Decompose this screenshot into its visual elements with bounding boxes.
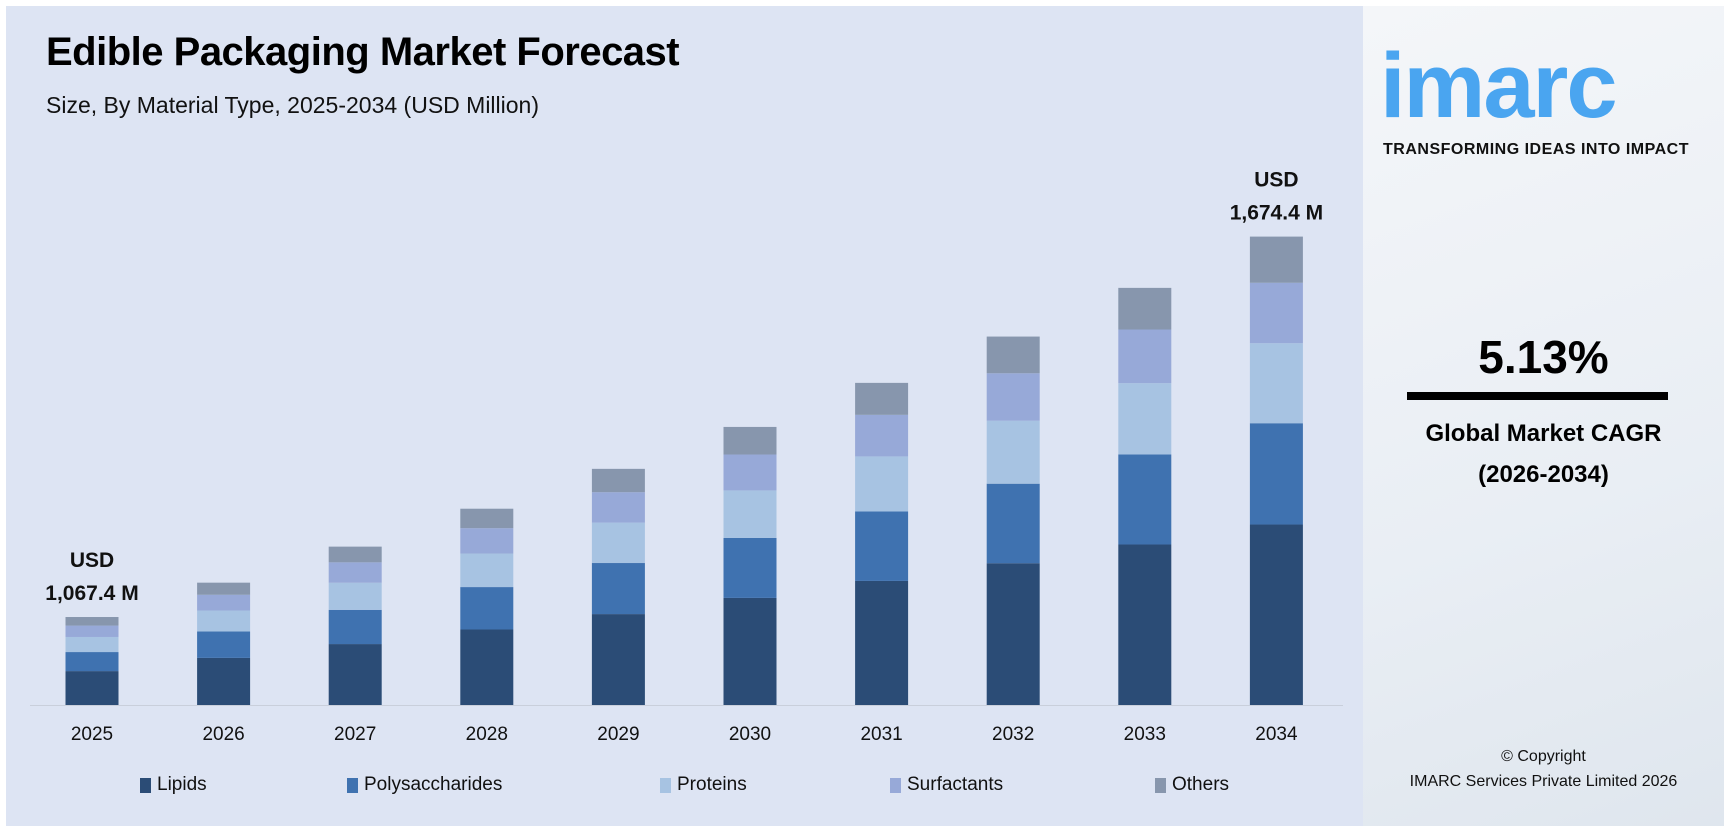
- bar-segment-lipids-2028: [460, 629, 514, 705]
- bar-segment-surfactants-2029: [591, 492, 645, 523]
- chart-subtitle: Size, By Material Type, 2025-2034 (USD M…: [46, 92, 540, 118]
- bar-segment-lipids-2025: [65, 671, 119, 705]
- bar-segment-others-2032: [986, 336, 1040, 374]
- bar-segment-proteins-2030: [723, 490, 777, 538]
- brand-tagline: TRANSFORMING IDEAS INTO IMPACT: [1383, 141, 1689, 158]
- bar-segment-surfactants-2025: [65, 625, 119, 637]
- bar-segment-others-2029: [591, 468, 645, 493]
- bar-segment-proteins-2032: [986, 420, 1040, 484]
- bar-segment-others-2030: [723, 426, 777, 455]
- bar-segment-proteins-2028: [460, 553, 514, 588]
- x-tick-label: 2026: [202, 724, 244, 745]
- x-tick-label: 2025: [71, 724, 113, 745]
- chart-title: Edible Packaging Market Forecast: [46, 30, 680, 74]
- bar-segment-lipids-2027: [328, 644, 382, 705]
- x-tick-label: 2031: [860, 724, 902, 745]
- bar-segment-proteins-2029: [591, 522, 645, 564]
- bar-segment-lipids-2031: [855, 580, 909, 705]
- bar-segment-polysaccharides-2031: [855, 511, 909, 581]
- bar-segment-polysaccharides-2027: [328, 609, 382, 645]
- bar-segment-surfactants-2031: [855, 414, 909, 457]
- x-tick-label: 2033: [1124, 724, 1166, 745]
- bar-segment-lipids-2026: [197, 657, 251, 705]
- bar-segment-surfactants-2027: [328, 562, 382, 583]
- cagr-label: Global Market CAGR: [1425, 420, 1662, 447]
- bar-segment-surfactants-2033: [1118, 329, 1172, 384]
- copyright-line1: © Copyright: [1501, 748, 1586, 765]
- bar-segment-surfactants-2032: [986, 373, 1040, 421]
- cagr-period: (2026-2034): [1478, 461, 1609, 488]
- legend-swatch: [1155, 777, 1166, 793]
- imarc-logo: imarc: [1380, 35, 1617, 137]
- bar-segment-polysaccharides-2030: [723, 537, 777, 598]
- bar-segment-lipids-2030: [723, 597, 777, 705]
- bar-segment-others-2027: [328, 546, 382, 563]
- cagr-divider: [1407, 392, 1668, 400]
- bar-segment-others-2026: [197, 582, 251, 595]
- bar-segment-surfactants-2030: [723, 454, 777, 491]
- total-label-value: 1,674.4 M: [1230, 202, 1323, 225]
- total-label-value: 1,067.4 M: [45, 582, 138, 605]
- legend-item-polysaccharides: Polysaccharides: [347, 774, 502, 796]
- bar-segment-proteins-2034: [1249, 343, 1303, 424]
- bar-segment-proteins-2033: [1118, 383, 1172, 455]
- bar-segment-surfactants-2028: [460, 528, 514, 554]
- total-label-currency: USD: [70, 549, 114, 572]
- legend-item-proteins: Proteins: [660, 774, 747, 796]
- x-tick-label: 2027: [334, 724, 376, 745]
- legend-swatch: [890, 777, 901, 793]
- cagr-value: 5.13%: [1478, 331, 1609, 383]
- bar-segment-proteins-2026: [197, 610, 251, 632]
- x-tick-label: 2028: [466, 724, 508, 745]
- x-tick-label: 2029: [597, 724, 639, 745]
- bar-segment-others-2034: [1249, 236, 1303, 283]
- legend-item-lipids: Lipids: [140, 774, 207, 796]
- bar-segment-polysaccharides-2029: [591, 563, 645, 615]
- brand-panel: [1363, 6, 1724, 826]
- x-tick-label: 2032: [992, 724, 1034, 745]
- bar-segment-lipids-2033: [1118, 544, 1172, 705]
- legend-swatch: [660, 777, 671, 793]
- bar-segment-lipids-2032: [986, 563, 1040, 705]
- copyright-line2: IMARC Services Private Limited 2026: [1409, 773, 1678, 790]
- bar-segment-proteins-2031: [855, 456, 909, 512]
- bar-segment-lipids-2034: [1249, 524, 1303, 705]
- x-tick-label: 2034: [1255, 724, 1298, 745]
- bar-segment-others-2028: [460, 508, 514, 529]
- x-tick-label: 2030: [729, 724, 771, 745]
- bar-segment-polysaccharides-2033: [1118, 454, 1172, 545]
- legend-label: Lipids: [157, 774, 207, 795]
- total-label-currency: USD: [1254, 169, 1298, 192]
- bar-segment-surfactants-2034: [1249, 282, 1303, 344]
- legend-label: Proteins: [677, 774, 747, 795]
- bar-segment-proteins-2025: [65, 636, 119, 653]
- bar-segment-lipids-2029: [591, 614, 645, 705]
- legend-label: Surfactants: [907, 774, 1004, 795]
- bar-segment-others-2033: [1118, 287, 1172, 330]
- legend-item-surfactants: Surfactants: [890, 774, 1003, 796]
- bar-segment-others-2031: [855, 382, 909, 415]
- bar-segment-proteins-2027: [328, 582, 382, 610]
- bar-segment-others-2025: [65, 617, 119, 626]
- bar-segment-surfactants-2026: [197, 594, 251, 611]
- legend-swatch: [347, 777, 358, 793]
- bar-segment-polysaccharides-2028: [460, 587, 514, 630]
- bar-segment-polysaccharides-2034: [1249, 423, 1303, 525]
- bar-segment-polysaccharides-2032: [986, 483, 1040, 564]
- legend-label: Polysaccharides: [364, 774, 503, 795]
- legend-item-others: Others: [1155, 774, 1229, 796]
- legend-label: Others: [1172, 774, 1230, 795]
- legend-swatch: [140, 777, 151, 793]
- bar-segment-polysaccharides-2026: [197, 631, 251, 658]
- bar-segment-polysaccharides-2025: [65, 652, 119, 672]
